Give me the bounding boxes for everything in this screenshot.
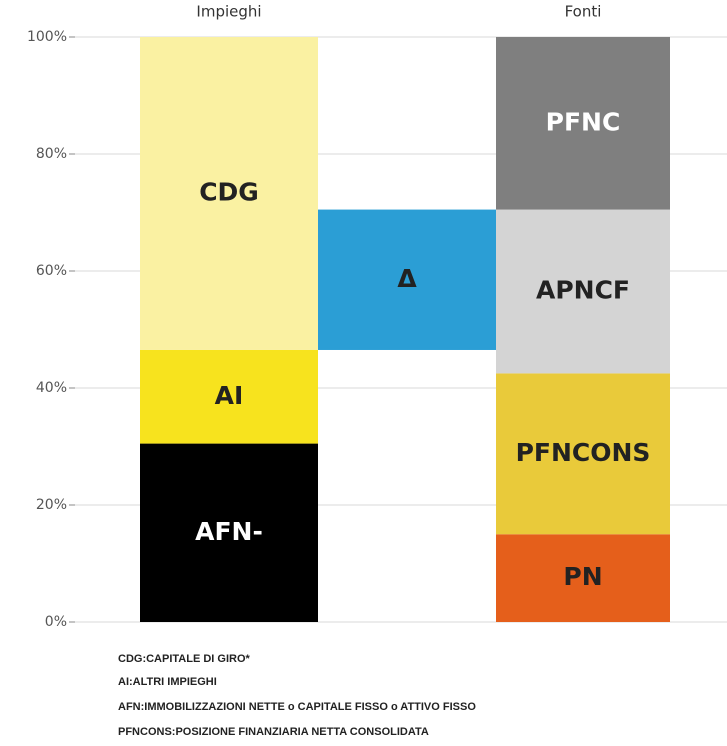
segment-label: AI (215, 381, 244, 410)
category-label: Impieghi (196, 3, 261, 21)
segment-label: Δ (397, 264, 417, 293)
y-tick-label: 80% (36, 146, 67, 162)
segment (496, 534, 670, 622)
y-tick-label: 60% (36, 263, 67, 279)
segment (140, 349, 318, 444)
segment (140, 37, 318, 350)
segment-label: PFNC (546, 107, 621, 136)
segment-label: AFN- (195, 517, 263, 546)
y-tick-label: 100% (27, 29, 67, 45)
footnote: PFNCONS:POSIZIONE FINANZIARIA NETTA CONS… (118, 726, 429, 738)
segment (496, 373, 670, 535)
category-label: Fonti (565, 3, 602, 21)
footnote: CDG:CAPITALE DI GIRO* (118, 653, 251, 665)
segment (496, 37, 670, 210)
segment-label: APNCF (536, 275, 630, 304)
y-tick-label: 40% (36, 380, 67, 396)
segment-label: PFNCONS (516, 438, 651, 467)
y-tick-label: 0% (45, 614, 67, 630)
segment-label: CDG (199, 177, 259, 206)
segment (496, 209, 670, 374)
y-tick-label: 20% (36, 497, 67, 513)
segment (318, 209, 496, 350)
segment (140, 443, 318, 622)
footnote: AI:ALTRI IMPIEGHI (118, 676, 217, 688)
segment-label: PN (563, 562, 602, 591)
footnote: AFN:IMMOBILIZZAZIONI NETTE o CAPITALE FI… (118, 701, 476, 713)
